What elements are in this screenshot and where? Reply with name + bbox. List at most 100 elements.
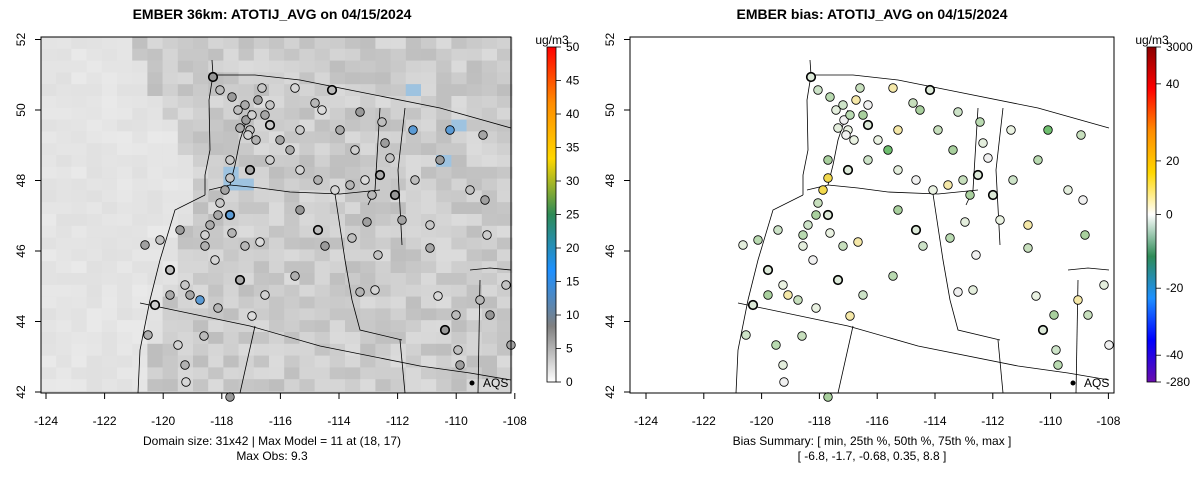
model-grid-cell (132, 190, 148, 203)
model-grid-cell (147, 343, 163, 356)
station-dot (244, 164, 256, 176)
model-grid-cell (132, 166, 148, 179)
station-dot (972, 169, 984, 181)
station-dot (257, 83, 267, 93)
model-grid-cell (405, 296, 422, 309)
model-grid-cell (436, 84, 452, 97)
model-grid-cell (269, 249, 285, 262)
model-grid-cell (41, 343, 57, 356)
model-grid-cell (71, 214, 87, 227)
model-grid-cell (375, 190, 391, 203)
model-grid-cell (101, 178, 118, 191)
model-grid-cell (41, 237, 57, 250)
model-grid-cell (481, 320, 498, 333)
model-grid-cell (132, 296, 148, 309)
model-grid-cell (162, 367, 179, 380)
model-grid-cell (299, 249, 315, 262)
model-grid-cell (375, 320, 391, 333)
station-dot (410, 175, 420, 185)
model-grid-cell (162, 72, 179, 85)
station-dot (295, 125, 305, 135)
station-dot (173, 340, 183, 350)
right-colorbar-tick-label: -280 (1166, 375, 1190, 389)
model-grid-cell (269, 143, 285, 156)
station-dot (373, 250, 383, 260)
model-grid-cell (481, 343, 498, 356)
station-dot (367, 190, 377, 200)
model-grid-cell (162, 355, 179, 368)
model-grid-cell (238, 332, 255, 345)
model-grid-cell (314, 119, 331, 132)
model-grid-cell (497, 119, 513, 132)
model-grid-cell (117, 367, 133, 380)
model-grid-cell (86, 308, 103, 321)
model-grid-cell (360, 202, 376, 215)
model-grid-cell (345, 60, 361, 73)
station-dot (234, 274, 246, 286)
model-grid-cell (451, 48, 467, 61)
model-grid-cell (101, 237, 118, 250)
model-grid-cell (86, 96, 103, 109)
model-grid-cell (147, 48, 163, 61)
station-dot (200, 230, 210, 240)
model-grid-cell (117, 155, 133, 168)
left-map-area (40, 36, 516, 402)
model-grid-cell (41, 355, 57, 368)
station-dot (374, 169, 386, 181)
model-grid-cell (41, 249, 57, 262)
model-grid-cell (360, 96, 376, 109)
station-dot (1073, 295, 1083, 305)
station-dot (822, 209, 834, 221)
model-grid-cell (360, 84, 376, 97)
model-grid-cell (41, 96, 57, 109)
model-grid-cell (253, 143, 270, 156)
model-grid-cell (466, 72, 483, 85)
model-grid-cell (329, 379, 346, 392)
station-dot (763, 290, 773, 300)
model-grid-cell (238, 284, 255, 297)
model-grid-cell (284, 367, 300, 380)
model-grid-cell (481, 60, 498, 73)
station-dot (185, 290, 195, 300)
model-grid-cell (481, 37, 498, 50)
station-dot (893, 125, 903, 135)
model-grid-cell (269, 107, 285, 120)
right-colorbar-ticks: 3000 40 20 0 -20 -40 -280 (1156, 40, 1193, 389)
model-grid-cell (86, 84, 103, 97)
station-dot (773, 225, 783, 235)
station-dot (312, 224, 324, 236)
station-dot (370, 285, 380, 295)
model-grid-cell (117, 237, 133, 250)
model-grid-cell (101, 296, 118, 309)
state-border-line (399, 339, 406, 394)
model-grid-cell (436, 273, 452, 286)
model-grid-cell (405, 355, 422, 368)
station-dot (1049, 310, 1059, 320)
station-dot (362, 217, 372, 227)
model-grid-cell (497, 166, 513, 179)
model-grid-cell (117, 379, 133, 392)
model-grid-cell (162, 107, 179, 120)
model-grid-cell (436, 107, 452, 120)
right-colorbar-tick-label: -20 (1166, 281, 1184, 295)
model-grid-cell (375, 343, 391, 356)
model-grid-cell (208, 166, 224, 179)
model-grid-cell (86, 60, 103, 73)
model-grid-cell (360, 367, 376, 380)
station-dot (397, 215, 407, 225)
model-grid-cell (481, 237, 498, 250)
model-grid-cell (269, 190, 285, 203)
model-grid-cell (162, 190, 179, 203)
model-grid-cell (56, 237, 72, 250)
model-grid-cell (193, 143, 209, 156)
right-x-tick-label: -124 (634, 414, 658, 428)
station-dot (738, 240, 748, 250)
model-grid-cell (436, 190, 452, 203)
right-map-bg (630, 37, 1114, 393)
model-grid-cell (329, 214, 346, 227)
model-grid-cell (117, 343, 133, 356)
model-grid-cell (208, 60, 224, 73)
model-grid-cell (497, 225, 513, 238)
model-grid-cell (466, 96, 483, 109)
model-grid-cell (269, 84, 285, 97)
